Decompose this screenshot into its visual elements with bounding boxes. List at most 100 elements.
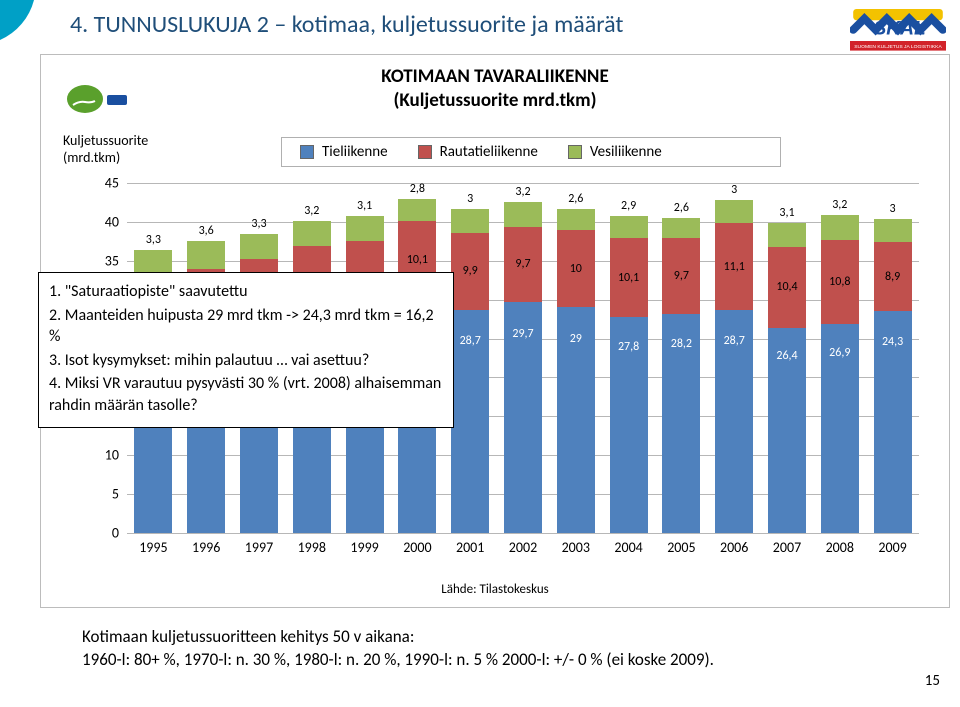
bar-label: 9,7 (515, 257, 530, 271)
ylabel-2: (mrd.tkm) (63, 149, 120, 166)
ytick-label: 0 (112, 525, 119, 542)
bar-segment-water: 3 (451, 209, 489, 232)
slide-accent (0, 0, 34, 702)
bar-group: 38,924,32009 (874, 219, 912, 533)
legend-item-water: Vesiliikenne (568, 143, 662, 161)
bar-label: 27,8 (618, 340, 639, 354)
bar-label: 10 (570, 262, 582, 276)
bar-label: 3 (467, 192, 473, 206)
bar-segment-road: 28,2 (662, 314, 700, 533)
xtick-label: 1997 (245, 539, 273, 556)
footer-text: Kotimaan kuljetussuoritteen kehitys 50 v… (82, 626, 714, 672)
bar-segment-rail: 11,1 (715, 223, 753, 309)
svg-text:SKAL: SKAL (873, 19, 925, 40)
bar-segment-water: 2,6 (662, 218, 700, 238)
bar-segment-rail: 10,8 (821, 240, 859, 324)
bar-label: 26,9 (829, 346, 850, 360)
xtick-label: 2003 (562, 539, 590, 556)
bar-label: 2,8 (410, 182, 425, 196)
bar-group: 3,210,826,92008 (821, 215, 859, 533)
chart-title-line2: (Kuljetussuorite mrd.tkm) (393, 89, 596, 112)
bar-group: 3,110,426,42007 (768, 223, 806, 533)
bar-label: 29,7 (512, 327, 533, 341)
bar-label: 2,6 (568, 192, 583, 206)
bar-group: 2,69,728,22005 (662, 218, 700, 533)
bar-label: 10,1 (618, 271, 639, 285)
chart-title-line1: KOTIMAAN TAVARALIIKENNE (381, 65, 608, 88)
bar-label: 3,2 (832, 198, 847, 212)
overlay-text-box: 1. "Saturaatiopiste" saavutettu 2. Maant… (38, 272, 454, 428)
bar-segment-water: 2,8 (398, 199, 436, 221)
ytick-label: 45 (105, 175, 119, 192)
xtick-label: 1995 (139, 539, 167, 556)
ylabel-1: Kuljetussuorite (63, 132, 148, 149)
xtick-label: 2001 (456, 539, 484, 556)
bar-label: 3,6 (199, 224, 214, 238)
bar-group: 39,928,72001 (451, 209, 489, 533)
bar-label: 10,1 (407, 253, 428, 267)
bar-segment-rail: 10,1 (610, 238, 648, 317)
bar-group: 2,610292003 (557, 209, 595, 533)
bar-segment-rail: 10 (557, 230, 595, 308)
bar-label: 3,2 (304, 204, 319, 218)
xtick-label: 2002 (509, 539, 537, 556)
y-axis-label: Kuljetussuorite (mrd.tkm) (63, 133, 148, 167)
bar-label: 3,1 (779, 206, 794, 220)
bar-group: 3,29,729,72002 (504, 202, 542, 533)
ytick-label: 5 (112, 486, 119, 503)
bar-group: 311,128,72006 (715, 200, 753, 533)
bar-segment-rail: 8,9 (874, 242, 912, 311)
xtick-label: 2005 (667, 539, 695, 556)
bar-label: 28,7 (460, 334, 481, 348)
xtick-label: 1999 (350, 539, 378, 556)
bar-label: 10,8 (829, 275, 850, 289)
bar-segment-water: 3 (874, 219, 912, 242)
bar-label: 24,3 (882, 335, 903, 349)
bar-segment-water: 3,1 (768, 223, 806, 247)
bar-segment-rail: 10,4 (768, 247, 806, 328)
bar-segment-water: 3,1 (346, 216, 384, 240)
legend-label: Tieliikenne (322, 143, 388, 161)
chart-source: Lähde: Tilastokeskus (41, 582, 949, 597)
bar-label: 3 (890, 202, 896, 216)
chart-legend: Tieliikenne Rautatieliikenne Vesiliikenn… (281, 137, 781, 167)
bar-label: 3,2 (515, 185, 530, 199)
page-number: 15 (925, 672, 940, 690)
legend-swatch (300, 145, 314, 159)
bar-label: 9,7 (674, 269, 689, 283)
overlay-line: 4. Miksi VR varautuu pysyvästi 30 % (vrt… (49, 373, 443, 416)
bar-segment-water: 2,6 (557, 209, 595, 229)
bar-label: 3,3 (146, 233, 161, 247)
chart-title: KOTIMAAN TAVARALIIKENNE (Kuljetussuorite… (41, 65, 949, 113)
bar-segment-water: 3,2 (821, 215, 859, 240)
xtick-label: 2009 (878, 539, 906, 556)
bar-segment-road: 26,9 (821, 324, 859, 533)
overlay-line: 2. Maanteiden huipusta 29 mrd tkm -> 24,… (49, 305, 443, 348)
ytick-label: 10 (105, 447, 119, 464)
bar-segment-water: 3,2 (504, 202, 542, 227)
slide-title: 4. TUNNUSLUKUJA 2 – kotimaa, kuljetussuo… (70, 10, 623, 39)
bar-segment-road: 29 (557, 307, 595, 533)
bar-segment-water: 3,6 (187, 241, 225, 269)
xtick-label: 2007 (773, 539, 801, 556)
bar-label: 29 (570, 332, 582, 346)
legend-label: Rautatieliikenne (440, 143, 538, 161)
overlay-line: 3. Isot kysymykset: mihin palautuu … vai… (49, 350, 443, 372)
bar-segment-road: 28,7 (715, 310, 753, 533)
xtick-label: 2004 (614, 539, 642, 556)
xtick-label: 1996 (192, 539, 220, 556)
bar-segment-road: 26,4 (768, 328, 806, 533)
bar-segment-road: 29,7 (504, 302, 542, 533)
bar-segment-rail: 9,7 (662, 238, 700, 313)
ytick-label: 35 (105, 252, 119, 269)
bar-label: 3,3 (251, 217, 266, 231)
legend-item-rail: Rautatieliikenne (418, 143, 538, 161)
legend-label: Vesiliikenne (590, 143, 662, 161)
bar-label: 28,7 (724, 334, 745, 348)
legend-item-road: Tieliikenne (300, 143, 388, 161)
bar-label: 2,6 (674, 201, 689, 215)
xtick-label: 2006 (720, 539, 748, 556)
xtick-label: 2000 (403, 539, 431, 556)
bar-segment-water: 3,3 (240, 234, 278, 260)
bar-label: 28,2 (671, 337, 692, 351)
